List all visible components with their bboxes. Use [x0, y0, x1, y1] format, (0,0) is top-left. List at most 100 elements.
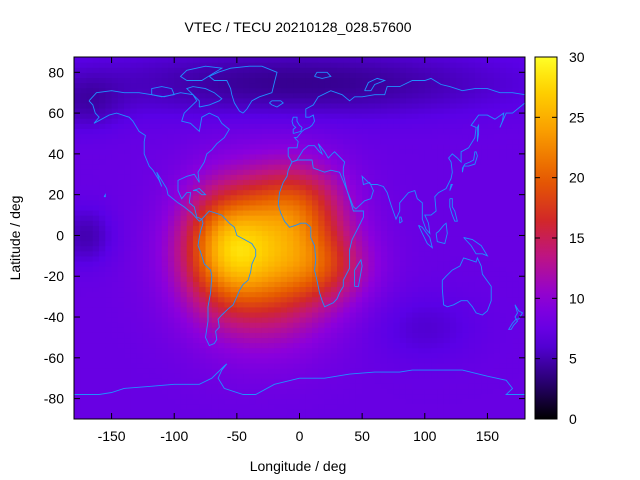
heatmap-cell	[493, 245, 501, 252]
heatmap-cell	[130, 322, 138, 328]
heatmap-cell	[255, 342, 263, 349]
heatmap-cell	[236, 296, 244, 303]
heatmap-cell	[186, 286, 194, 293]
heatmap-cell	[349, 113, 357, 119]
heatmap-cell	[74, 368, 81, 374]
heatmap-cell	[205, 393, 213, 400]
heatmap-cell	[355, 240, 363, 247]
heatmap-cell	[412, 388, 420, 395]
heatmap-cell	[80, 291, 88, 298]
heatmap-cell	[99, 194, 106, 201]
heatmap-cell	[393, 67, 401, 73]
heatmap-cell	[449, 194, 457, 201]
heatmap-cell	[474, 368, 482, 374]
heatmap-cell	[99, 301, 106, 308]
heatmap-cell	[180, 77, 188, 84]
heatmap-cell	[286, 72, 294, 78]
heatmap-cell	[255, 107, 263, 114]
heatmap-cell	[499, 128, 507, 135]
heatmap-cell	[280, 82, 288, 89]
heatmap-cell	[180, 107, 188, 114]
heatmap-cell	[142, 230, 150, 237]
heatmap-cell	[136, 220, 144, 226]
heatmap-cell	[330, 301, 338, 308]
heatmap-cell	[268, 128, 276, 135]
heatmap-cell	[499, 102, 507, 109]
heatmap-cell	[380, 378, 388, 384]
heatmap-cell	[199, 271, 207, 277]
heatmap-cell	[193, 148, 200, 155]
heatmap-cell	[174, 296, 182, 303]
heatmap-cell	[261, 332, 269, 339]
heatmap-cell	[142, 164, 150, 170]
heatmap-cell	[74, 276, 81, 282]
heatmap-cell	[399, 373, 407, 379]
heatmap-cell	[230, 408, 238, 415]
heatmap-cell	[211, 174, 219, 180]
heatmap-cell	[218, 123, 225, 129]
heatmap-cell	[99, 138, 106, 145]
heatmap-cell	[499, 235, 507, 242]
heatmap-cell	[261, 362, 269, 369]
heatmap-cell	[205, 158, 213, 165]
heatmap-cell	[205, 102, 213, 109]
heatmap-cell	[174, 230, 182, 237]
heatmap-cell	[318, 286, 326, 293]
heatmap-cell	[111, 347, 119, 354]
heatmap-cell	[211, 408, 219, 415]
heatmap-cell	[318, 332, 326, 339]
heatmap-cell	[512, 301, 520, 308]
heatmap-cell	[130, 266, 138, 272]
heatmap-cell	[412, 398, 420, 405]
heatmap-cell	[286, 77, 294, 84]
heatmap-cell	[399, 102, 407, 109]
heatmap-cell	[462, 362, 470, 369]
heatmap-cell	[481, 164, 489, 170]
heatmap-cell	[337, 133, 344, 140]
heatmap-cell	[337, 383, 344, 390]
heatmap-cell	[318, 77, 326, 84]
heatmap-cell	[274, 368, 282, 374]
heatmap-cell	[456, 77, 463, 84]
heatmap-cell	[142, 337, 150, 344]
heatmap-cell	[86, 296, 94, 303]
heatmap-cell	[462, 281, 470, 288]
heatmap-cell	[487, 271, 495, 277]
heatmap-cell	[174, 128, 182, 135]
heatmap-cell	[424, 77, 432, 84]
heatmap-cell	[424, 383, 432, 390]
heatmap-cell	[80, 215, 88, 221]
heatmap-cell	[236, 352, 244, 359]
heatmap-cell	[318, 352, 326, 359]
heatmap-cell	[468, 158, 476, 165]
heatmap-cell	[218, 322, 225, 328]
heatmap-cell	[211, 296, 219, 303]
heatmap-cell	[261, 281, 269, 288]
heatmap-cell	[117, 123, 125, 129]
heatmap-cell	[393, 184, 401, 191]
heatmap-cell	[487, 148, 495, 155]
heatmap-cell	[318, 189, 326, 196]
heatmap-cell	[424, 398, 432, 405]
heatmap-cell	[343, 138, 351, 145]
heatmap-cell	[261, 123, 269, 129]
heatmap-cell	[280, 245, 288, 252]
heatmap-cell	[243, 220, 250, 226]
heatmap-cell	[443, 398, 451, 405]
heatmap-cell	[449, 352, 457, 359]
heatmap-cell	[443, 153, 451, 160]
heatmap-cell	[230, 153, 238, 160]
heatmap-cell	[443, 107, 451, 114]
heatmap-cell	[193, 189, 200, 196]
heatmap-cell	[343, 102, 351, 109]
heatmap-cell	[261, 352, 269, 359]
heatmap-cell	[443, 215, 451, 221]
heatmap-cell	[243, 373, 250, 379]
heatmap-cell	[99, 72, 106, 78]
heatmap-cell	[387, 311, 395, 318]
heatmap-cell	[117, 194, 125, 201]
heatmap-cell	[412, 179, 420, 186]
heatmap-cell	[230, 107, 238, 114]
heatmap-cell	[355, 118, 363, 124]
heatmap-cell	[468, 245, 476, 252]
